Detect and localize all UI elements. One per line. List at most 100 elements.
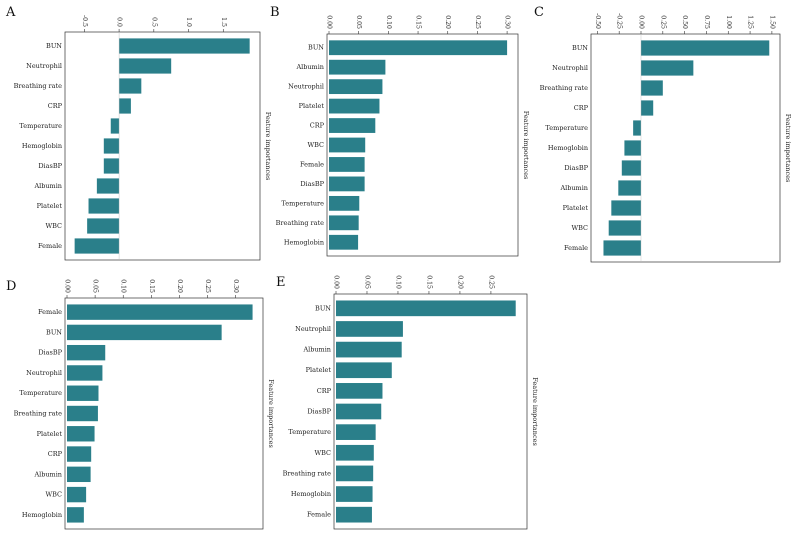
x-tick-label: 0.30 — [232, 279, 239, 293]
bar-temperature — [633, 120, 641, 136]
bar-crp — [329, 118, 376, 133]
category-label: Platelet — [563, 204, 589, 212]
panel-letter-c: C — [534, 5, 544, 20]
axis-title-feature-importances: Feature importances — [264, 112, 272, 181]
category-label: Neutrophil — [295, 325, 331, 333]
x-tick-label: 0.25 — [487, 275, 494, 289]
x-tick-label: 0.05 — [355, 15, 362, 29]
bar-albumin — [618, 180, 641, 196]
bar-wbc — [329, 137, 366, 153]
axis-title-feature-importances: Feature importances — [522, 111, 530, 180]
category-label: WBC — [571, 224, 588, 232]
x-tick-label: 0.20 — [444, 15, 451, 29]
x-tick-label: 0.15 — [425, 275, 432, 289]
bar-female — [336, 506, 372, 523]
bar-temperature — [67, 385, 99, 401]
x-tick-label: 0.15 — [148, 279, 155, 293]
category-label: Platelet — [299, 102, 325, 110]
bar-hemoglobin — [336, 486, 373, 502]
category-label: Temperature — [545, 124, 588, 132]
bar-neutrophil — [329, 79, 383, 95]
bar-platelet — [336, 362, 392, 379]
x-tick-label: 1.0 — [185, 17, 192, 27]
bar-neutrophil — [640, 60, 694, 76]
bar-bun — [640, 40, 770, 56]
bar-breathing-rate — [67, 405, 98, 422]
category-label: CRP — [48, 450, 63, 458]
x-tick-label: 0.20 — [456, 275, 463, 289]
category-label: Female — [564, 244, 588, 252]
category-label: Albumin — [33, 470, 62, 478]
bar-neutrophil — [119, 58, 172, 74]
x-tick-label: 1.00 — [725, 15, 732, 29]
category-label: Albumin — [33, 182, 62, 190]
bar-bun — [336, 300, 516, 317]
x-tick-label: 0.15 — [415, 15, 422, 29]
bar-platelet — [67, 426, 95, 442]
bar-female — [603, 240, 641, 256]
x-tick-label: -0.50 — [594, 13, 601, 29]
category-label: Temperature — [288, 428, 331, 436]
category-label: CRP — [574, 104, 589, 112]
category-label: Breathing rate — [283, 469, 331, 477]
x-tick-label: 0.00 — [637, 15, 644, 29]
x-tick-label: 0.05 — [363, 275, 370, 289]
category-label: Albumin — [559, 184, 588, 192]
category-label: Breathing rate — [540, 84, 588, 92]
panel-letter-a: A — [5, 5, 16, 20]
category-label: DiasBP — [564, 164, 588, 172]
category-label: Breathing rate — [14, 82, 62, 90]
bar-wbc — [336, 444, 374, 461]
category-label: Breathing rate — [276, 219, 324, 227]
bar-platelet — [611, 200, 641, 216]
bar-breathing-rate — [119, 78, 142, 94]
category-label: BUN — [46, 328, 62, 336]
category-label: Neutrophil — [26, 62, 62, 70]
bar-diasbp — [103, 158, 120, 174]
panel-letter-b: B — [270, 5, 280, 20]
x-tick-label: 0.20 — [176, 279, 183, 293]
x-tick-label: 0.30 — [504, 15, 511, 29]
category-label: Platelet — [37, 430, 63, 438]
bar-diasbp — [329, 176, 365, 192]
category-label: Neutrophil — [552, 64, 588, 72]
category-label: Hemoglobin — [291, 490, 331, 498]
bar-wbc — [67, 486, 87, 503]
x-tick-label: 0.05 — [92, 279, 99, 293]
x-tick-label: 0.00 — [64, 279, 71, 293]
bar-hemoglobin — [103, 138, 120, 154]
x-tick-label: 0.00 — [333, 275, 340, 289]
bar-platelet — [329, 98, 380, 114]
category-label: Platelet — [306, 366, 332, 374]
category-label: Albumin — [295, 63, 324, 71]
category-label: BUN — [315, 304, 331, 312]
bar-neutrophil — [67, 365, 103, 381]
category-label: Female — [38, 308, 62, 316]
category-label: BUN — [308, 44, 324, 52]
category-label: Hemoglobin — [548, 144, 588, 152]
x-tick-label: 0.10 — [385, 15, 392, 29]
bar-diasbp — [621, 160, 641, 176]
bar-temperature — [336, 424, 376, 440]
bar-crp — [336, 383, 383, 399]
x-tick-label: -0.25 — [616, 13, 623, 29]
x-tick-label: 0.50 — [681, 15, 688, 29]
x-tick-label: 0.00 — [326, 15, 333, 29]
bar-crp — [640, 100, 654, 116]
bar-wbc — [87, 218, 120, 234]
bar-female — [67, 304, 253, 320]
category-label: WBC — [314, 449, 331, 457]
x-tick-label: 0.5 — [150, 17, 157, 27]
bar-albumin — [336, 341, 402, 358]
panel-frame — [590, 33, 781, 263]
x-tick-label: -0.5 — [81, 15, 88, 27]
category-label: BUN — [46, 42, 62, 50]
bar-breathing-rate — [640, 80, 663, 96]
panel-frame — [333, 293, 528, 530]
x-tick-label: 0.10 — [394, 275, 401, 289]
category-label: DiasBP — [300, 180, 324, 188]
bar-albumin — [96, 178, 120, 194]
bar-crp — [67, 446, 92, 462]
category-label: WBC — [307, 141, 324, 149]
